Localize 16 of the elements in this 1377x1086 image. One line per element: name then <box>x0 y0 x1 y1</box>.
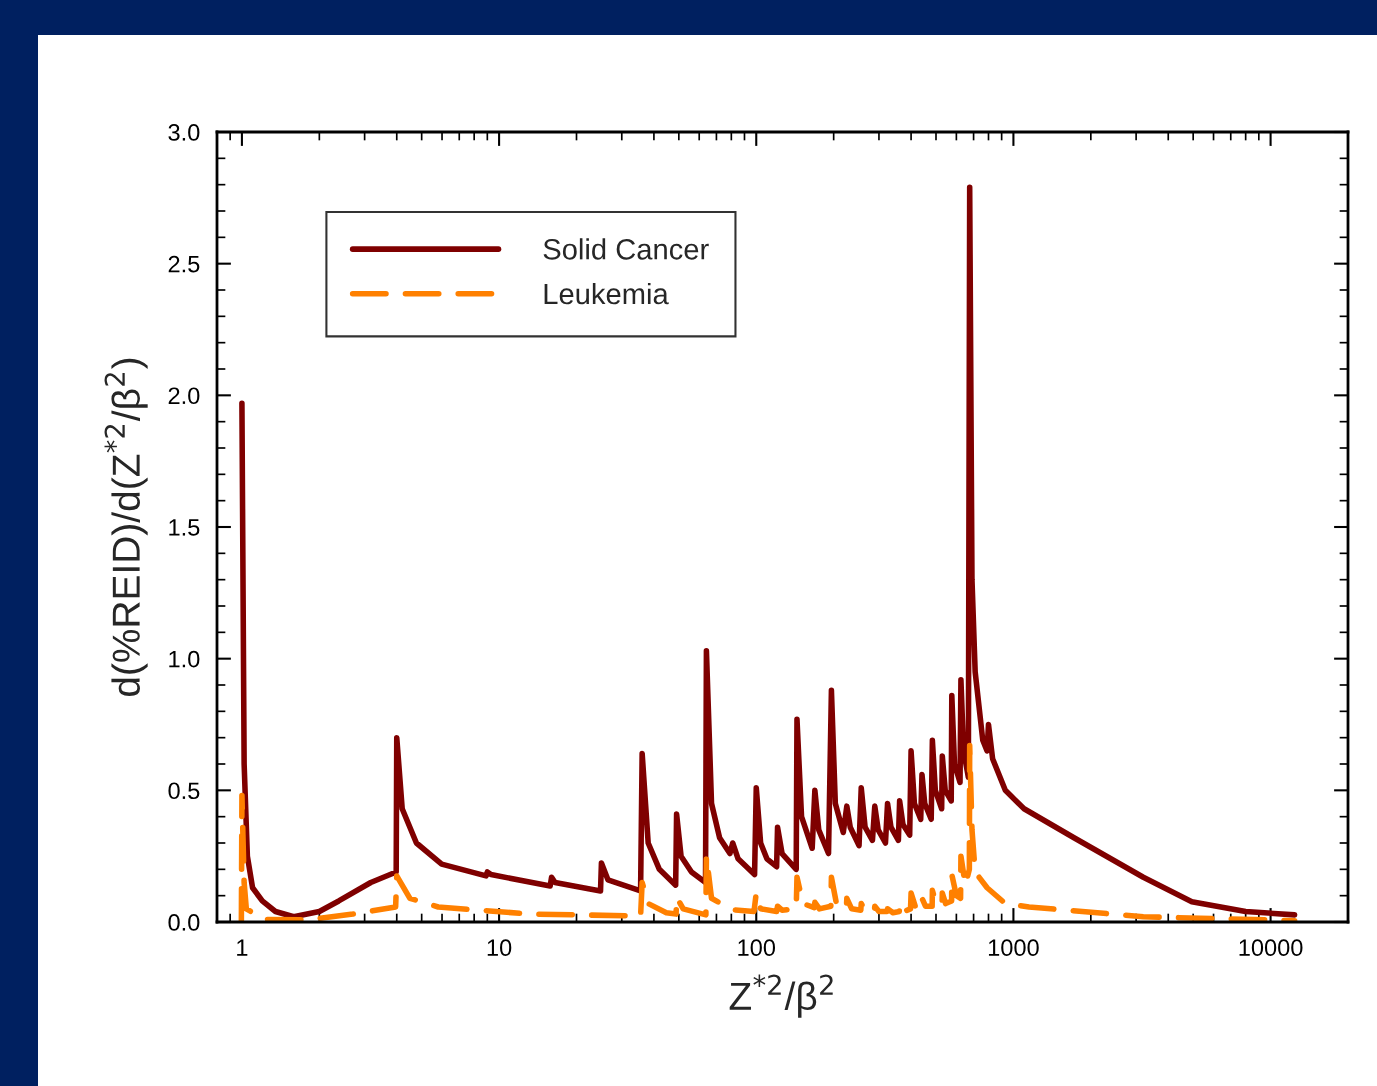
x-tick-label: 1 <box>237 939 248 956</box>
x-tick-label: 100 <box>738 939 776 957</box>
x-tick-label: 10000 <box>1239 939 1303 957</box>
legend-label: Solid Cancer <box>543 238 709 260</box>
y-tick-label: 0.0 <box>168 914 200 931</box>
y-tick-label: 3.0 <box>168 124 200 141</box>
y-tick-label: 1.0 <box>169 650 200 668</box>
y-tick-label: 2.5 <box>168 255 200 273</box>
x-tick-label: 1000 <box>988 939 1039 957</box>
y-tick-label: 0.5 <box>168 782 200 800</box>
y-tick-label: 2.0 <box>168 387 200 405</box>
x-axis-title: Z$^{*2}$/β$^{2}$ <box>729 974 833 1018</box>
y-tick-label: 1.5 <box>169 519 200 536</box>
y-axis-title: d(%REID)/d(Z$^{*2}$/β$^{2}$) <box>104 358 148 697</box>
x-tick-label: 10 <box>487 939 512 957</box>
legend-label: Leukemia <box>544 282 669 305</box>
